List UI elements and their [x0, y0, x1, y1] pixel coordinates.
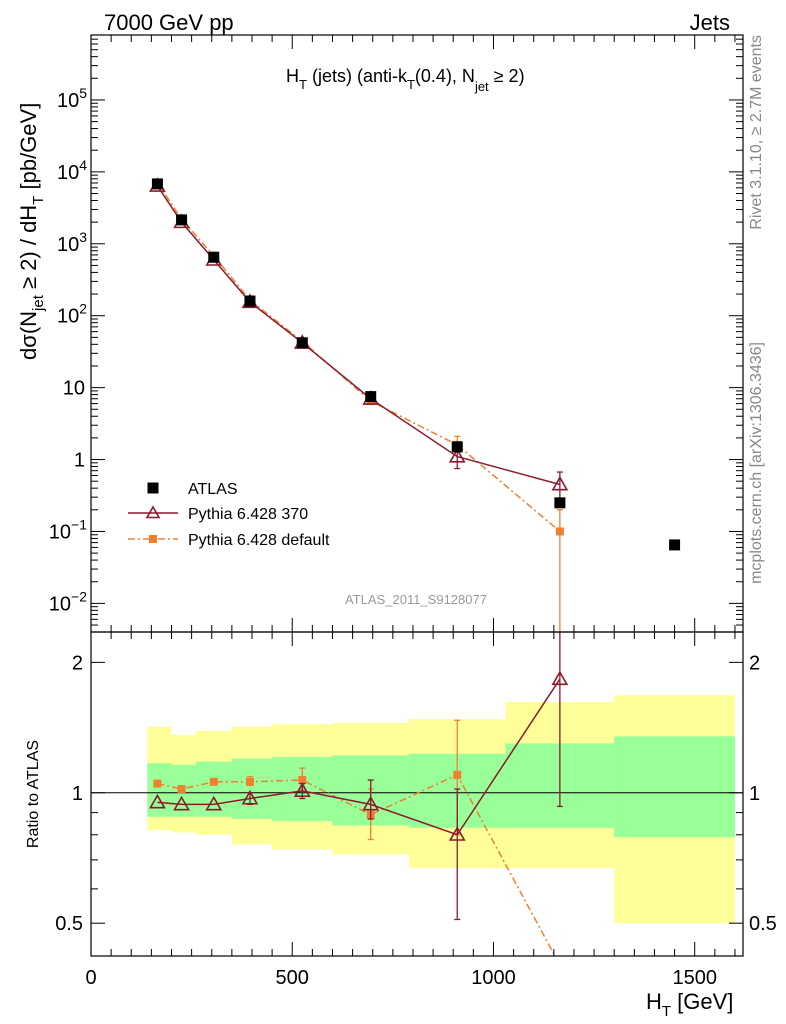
header-left: 7000 GeV pp: [104, 10, 234, 35]
ratio-y-tick-label: 0.5: [55, 913, 83, 935]
x-axis-label: HT [GeV]: [646, 989, 733, 1020]
ratio-pythia-default-point: [153, 779, 162, 788]
ratio-y-axis-label: Ratio to ATLAS: [25, 740, 42, 848]
y-tick-label: 103: [57, 229, 87, 256]
ratio-pythia-370-point: [205, 795, 223, 811]
ratio-pythia-default-point: [177, 785, 186, 794]
ratio-pythia-default-point: [556, 961, 564, 969]
pythia-370-point: [448, 447, 466, 463]
pythia-default-point: [555, 527, 564, 536]
legend: ATLAS Pythia 6.428 370 Pythia 6.428 defaul…: [128, 481, 330, 549]
x-tick-label: 0: [85, 967, 96, 989]
atlas-point: [176, 214, 188, 226]
y-tick-label: 1: [74, 450, 85, 472]
ratio-pythia-370-point: [173, 795, 190, 811]
y-tick-label: 104: [57, 157, 87, 184]
rivet-label: Rivet 3.1.10, ≥ 2.7M events: [748, 35, 765, 230]
y-tick-label: 105: [57, 85, 87, 112]
x-tick-label: 1000: [471, 967, 516, 989]
header-right: Jets: [690, 10, 730, 35]
y-tick-label: 102: [57, 301, 87, 328]
pythia-default-line: [156, 182, 561, 533]
ratio-plot-frame: [90, 631, 744, 957]
ratio-pythia-default-point: [245, 777, 254, 786]
x-tick-label: 1500: [672, 967, 717, 989]
pythia-370-point: [551, 475, 569, 491]
ratio-y-tick-label: 2: [72, 652, 83, 674]
ratio-pythia-370-point: [551, 670, 569, 686]
main-plot-title: HT (jets) (anti-kT(0.4), Njet ≥ 2): [286, 66, 525, 94]
ratio-pythia-370-point: [362, 795, 380, 811]
ratio-plot-marks: [149, 632, 569, 969]
ratio-pythia-default-point: [209, 777, 218, 786]
ratio-pythia-370-point: [241, 789, 259, 805]
legend-label: Pythia 6.428 default: [188, 532, 330, 549]
ratio-y-tick-label-right: 2: [749, 652, 760, 674]
y-tick-label: 10−2: [49, 588, 87, 615]
ratio-pythia-default-point: [298, 776, 307, 785]
ratio-pythia-370-point: [293, 782, 311, 797]
atlas-point: [365, 391, 377, 403]
main-y-axis-label: dσ(Njet ≥ 2) / dHT [pb/GeV]: [16, 103, 47, 360]
ratio-pythia-default-line: [157, 773, 556, 956]
ratio-y-tick-label: 1: [72, 783, 83, 805]
main-plot-marks: [149, 177, 681, 632]
svg-text:HT [GeV]: HT [GeV]: [646, 989, 733, 1020]
ratio-green-band: [231, 758, 273, 819]
y-tick-label: 10−1: [49, 516, 87, 543]
ratio-pythia-370-point: [149, 793, 166, 809]
ratio-green-band: [147, 763, 172, 817]
atlas-point: [244, 295, 256, 307]
legend-marker: [149, 535, 157, 543]
legend-label: Pythia 6.428 370: [188, 506, 308, 523]
atlas-point: [554, 497, 566, 509]
atlas-point: [151, 178, 163, 190]
atlas-point: [451, 441, 463, 453]
ratio-pythia-370-point: [448, 826, 466, 841]
ratio-pythia-default-point: [453, 770, 462, 779]
atlas-point: [208, 251, 220, 263]
x-tick-label: 500: [276, 967, 309, 989]
svg-text:HT (jets) (anti-kT(0.4), Njet: HT (jets) (anti-kT(0.4), Njet ≥ 2): [286, 66, 525, 94]
ratio-green-band: [614, 736, 735, 838]
svg-text:dσ(Njet ≥ 2) / dHT [pb/GeV]: dσ(Njet ≥ 2) / dHT [pb/GeV]: [16, 103, 47, 360]
ratio-y-tick-label-right: 1: [749, 783, 760, 805]
mcplots-label: mcplots.cern.ch [arXiv:1306.3436]: [748, 342, 765, 584]
y-tick-label: 10: [63, 378, 85, 400]
analysis-id: ATLAS_2011_S9128077: [345, 592, 487, 607]
legend-label: ATLAS: [188, 481, 238, 498]
atlas-point: [669, 539, 681, 551]
ratio-y-tick-label-right: 0.5: [749, 913, 777, 935]
ratio-green-band: [195, 761, 232, 817]
legend-marker: [145, 505, 161, 519]
atlas-point: [296, 337, 308, 349]
pythia-370-line: [156, 185, 561, 486]
legend-marker: [147, 482, 159, 494]
ratio-pythia-370-line: [157, 678, 561, 836]
